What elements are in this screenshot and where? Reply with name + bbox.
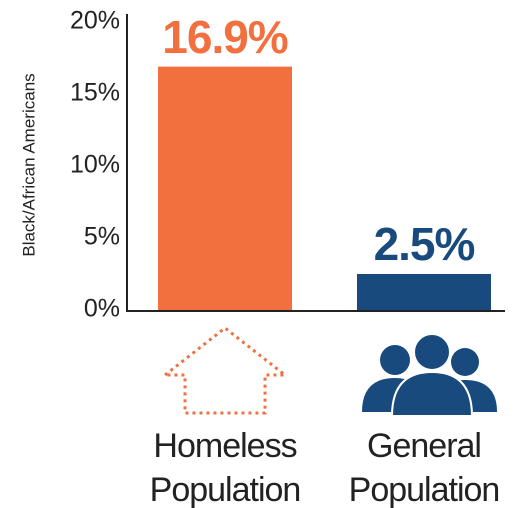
- house-icon: [160, 326, 290, 415]
- y-tick-label: 0%: [84, 295, 120, 323]
- y-axis-label: Black/African Americans: [19, 73, 38, 256]
- y-tick-label: 5%: [84, 223, 120, 251]
- bar: [357, 274, 491, 310]
- value-label: 2.5%: [374, 218, 475, 270]
- people-icon: [362, 333, 497, 417]
- category-label: Homeless Population: [149, 427, 302, 508]
- category-label: General Population: [348, 427, 501, 508]
- value-label: 16.9%: [162, 11, 288, 63]
- y-tick-label: 15%: [70, 79, 120, 107]
- bar: [158, 66, 292, 310]
- y-tick-label: 20%: [70, 7, 120, 35]
- y-tick-label: 10%: [70, 151, 120, 179]
